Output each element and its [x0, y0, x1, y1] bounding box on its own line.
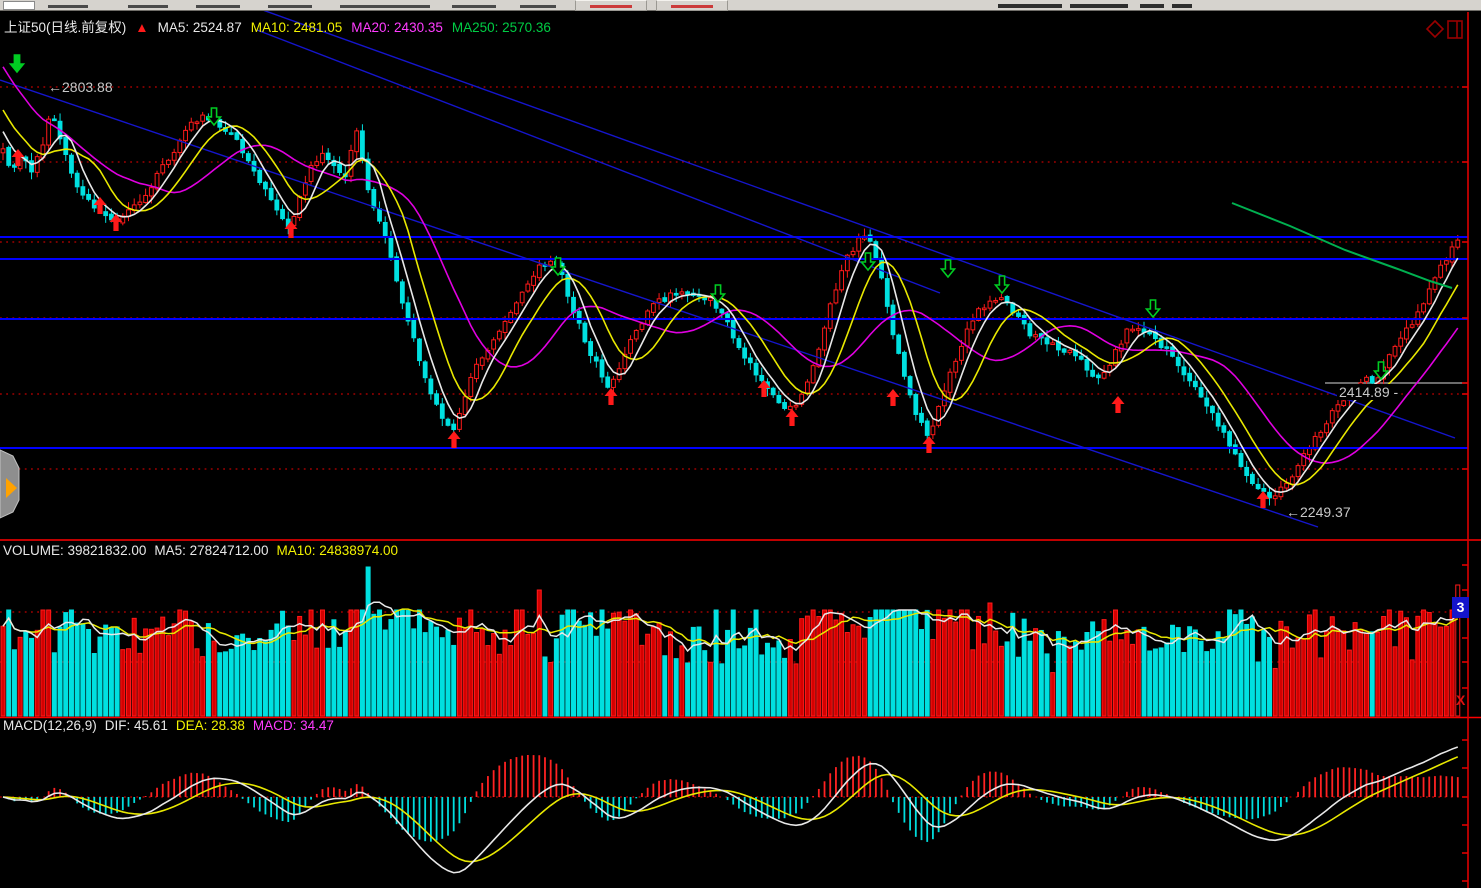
buy-arrow-icon [757, 380, 771, 397]
annotation-swing-low: ←2249.37 [1286, 504, 1351, 520]
dea-value: DEA: 28.38 [175, 718, 245, 733]
volume-ma-lines [2, 601, 1459, 653]
buy-arrow-icon [1111, 396, 1125, 413]
buy-arrow-icon [785, 409, 799, 426]
volume-scale-badge: 3 [1452, 597, 1469, 618]
up-arrow-icon: ▲ [135, 20, 149, 35]
toolbar-text-stub [1172, 4, 1192, 8]
toolbar-menu-stub[interactable] [48, 5, 88, 8]
annotation-price-level: 2414.89 - [1337, 384, 1401, 400]
buy-arrow-icon [93, 197, 107, 214]
buy-arrow-icon [284, 221, 298, 238]
volume-ma5-value: MA5: 27824712.00 [154, 543, 269, 558]
volume-header: VOLUME: 39821832.00 MA5: 27824712.00 MA10:… [3, 543, 406, 558]
toolbar-button-label-stub [590, 5, 632, 8]
pane-corner-icons [1425, 19, 1463, 39]
buy-arrow-icon [886, 389, 900, 406]
toolbar-menu-stub[interactable] [452, 5, 496, 8]
volume-ma10-value: MA10: 24838974.00 [276, 543, 399, 558]
toolbar-text-stub [1140, 4, 1164, 8]
macd-plot [2, 746, 1459, 874]
candles [0, 111, 1461, 506]
toolbar-button-label-stub [671, 5, 713, 8]
toolbar-text-stub [1070, 4, 1128, 8]
buy-arrow-icon [604, 388, 618, 405]
buy-arrow-icon [11, 149, 25, 166]
buy-arrow-icon [447, 431, 461, 448]
annotation-swing-high: ←2803.88 [48, 79, 113, 95]
buy-arrow-icon [109, 214, 123, 231]
ma10-value: MA10: 2481.05 [250, 20, 343, 35]
sidebar-expand-tab[interactable] [0, 449, 20, 519]
toolbar-button-right[interactable] [656, 0, 728, 11]
top-toolbar [0, 0, 1481, 11]
sell-arrow-icon [993, 275, 1011, 295]
toolbar-menu-stub[interactable] [340, 5, 430, 8]
toolbar-menu-stub[interactable] [128, 5, 168, 8]
buy-arrow-icon [922, 436, 936, 453]
sell-arrow-icon [549, 257, 567, 277]
toolbar-text-stub [998, 4, 1062, 8]
sell-arrow-icon [859, 252, 877, 272]
ma250-value: MA250: 2570.36 [451, 20, 551, 35]
ma5-value: MA5: 2524.87 [157, 20, 242, 35]
ma20-value: MA20: 2430.35 [351, 20, 443, 35]
main-chart-header: 上证50(日线.前复权) ▲ MA5: 2524.87 MA10: 2481.05 MA… [4, 16, 560, 36]
dif-value: DIF: 45.61 [104, 718, 168, 733]
axis-x-label: X [1456, 692, 1466, 708]
sell-arrow-icon [709, 284, 727, 304]
macd-header: MACD(12,26,9) DIF: 45.61 DEA: 28.38 MACD: 3… [3, 718, 342, 733]
macd-value: MACD: 34.47 [252, 718, 334, 733]
sell-arrow-icon [8, 54, 26, 74]
volume-value: VOLUME: 39821832.00 [3, 543, 147, 558]
ma-lines [2, 66, 1459, 493]
toolbar-menu-stub[interactable] [520, 5, 556, 8]
sell-arrow-icon [1144, 299, 1162, 319]
drawn-lines [0, 0, 1468, 528]
sell-arrow-icon [1372, 361, 1390, 381]
stock-title: 上证50(日线.前复权) [4, 20, 127, 35]
main-grid [0, 86, 1468, 798]
sell-arrow-icon [205, 107, 223, 127]
diamond-icon[interactable] [1425, 19, 1445, 39]
window-split-icon[interactable] [1447, 20, 1463, 39]
sell-arrow-icon [939, 259, 957, 279]
signal-arrows [8, 54, 1390, 508]
volume-bars [0, 566, 1461, 717]
axes [0, 12, 1481, 888]
expand-arrow-icon [6, 478, 17, 498]
buy-arrow-icon [1256, 491, 1270, 508]
toolbar-menu-stub[interactable] [196, 5, 240, 8]
toolbar-input-box[interactable] [3, 1, 35, 10]
toolbar-button-left[interactable] [575, 0, 647, 11]
toolbar-menu-stub[interactable] [268, 5, 312, 8]
macd-params: MACD(12,26,9) [3, 718, 97, 733]
